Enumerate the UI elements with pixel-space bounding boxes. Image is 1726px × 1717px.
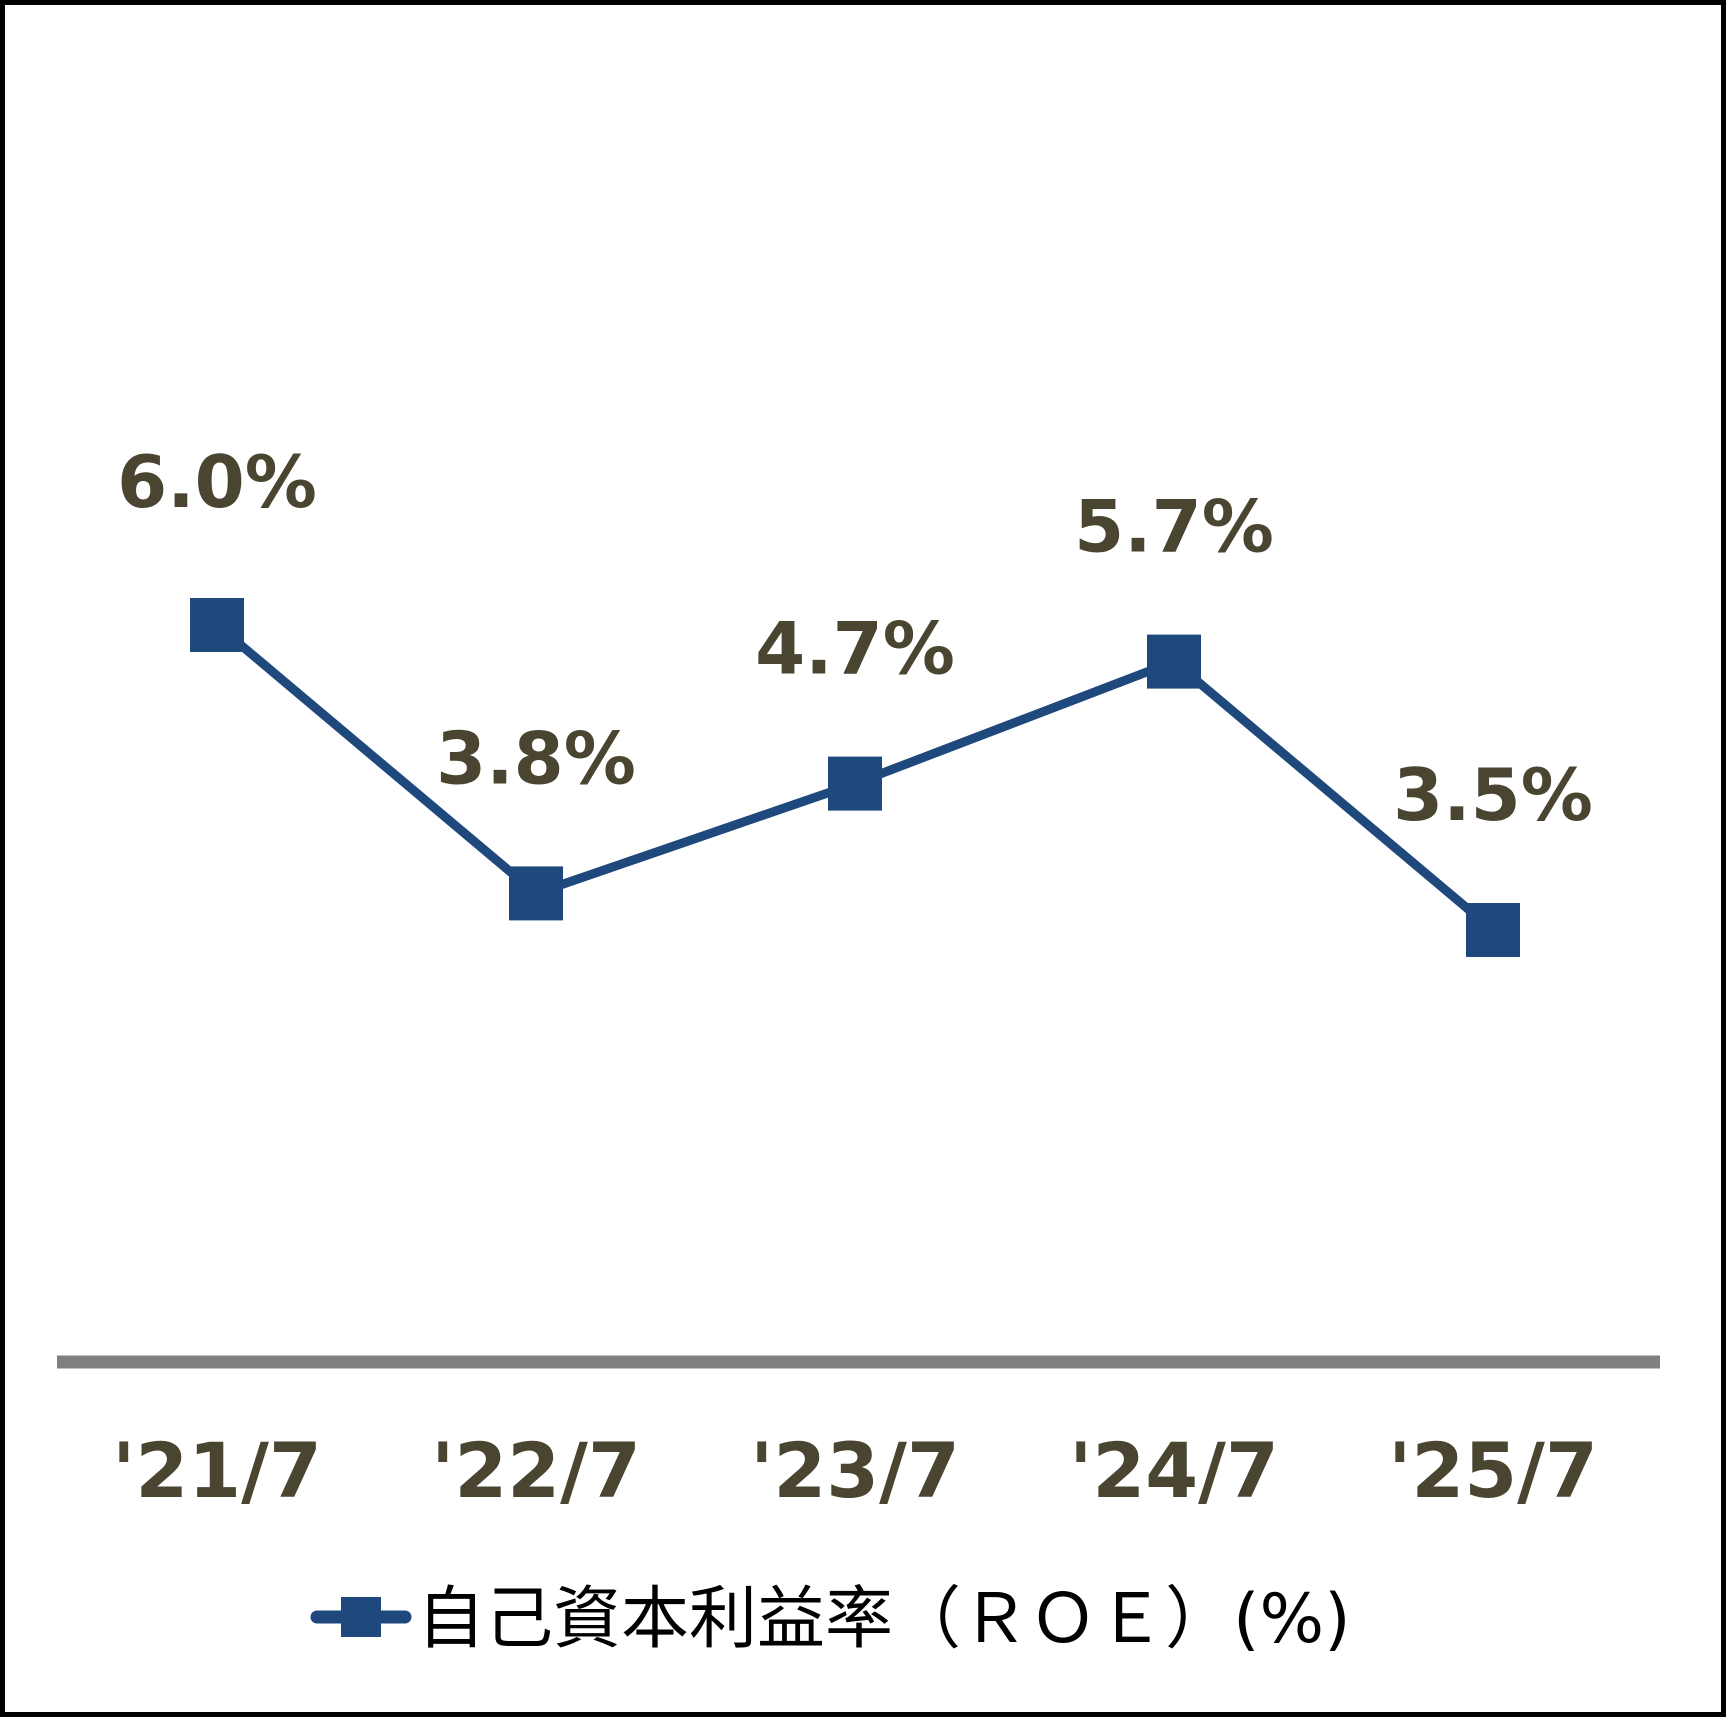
- legend-marker-icon: [341, 1597, 381, 1637]
- x-tick-labels: '21/7 '22/7 '23/7 '24/7 '25/7: [112, 1426, 1598, 1515]
- legend: 自己資本利益率（ＲＯＥ）(%): [310, 1580, 1351, 1659]
- data-label: 6.0%: [117, 440, 317, 524]
- data-point-marker: [1147, 634, 1201, 689]
- data-point-marker: [509, 866, 563, 921]
- x-tick-label: '25/7: [1388, 1426, 1598, 1515]
- legend-label: 自己資本利益率（ＲＯＥ）(%): [417, 1580, 1351, 1659]
- data-label: 3.8%: [436, 716, 636, 800]
- x-tick-label: '24/7: [1069, 1426, 1279, 1515]
- data-point-marker: [828, 756, 882, 811]
- series-layer: 6.0% 3.8% 4.7% 5.7% 3.5%: [117, 440, 1593, 957]
- data-label: 5.7%: [1074, 485, 1274, 569]
- data-point-marker: [1466, 903, 1520, 957]
- data-label: 4.7%: [755, 607, 955, 691]
- x-tick-label: '21/7: [112, 1426, 322, 1515]
- data-label: 3.5%: [1393, 753, 1593, 837]
- x-tick-label: '23/7: [750, 1426, 960, 1515]
- data-point-marker: [190, 598, 244, 652]
- x-tick-label: '22/7: [431, 1426, 641, 1515]
- roe-line-chart: 6.0% 3.8% 4.7% 5.7% 3.5% '21/7 '22/7 '23/7 '24/…: [57, 440, 1660, 1659]
